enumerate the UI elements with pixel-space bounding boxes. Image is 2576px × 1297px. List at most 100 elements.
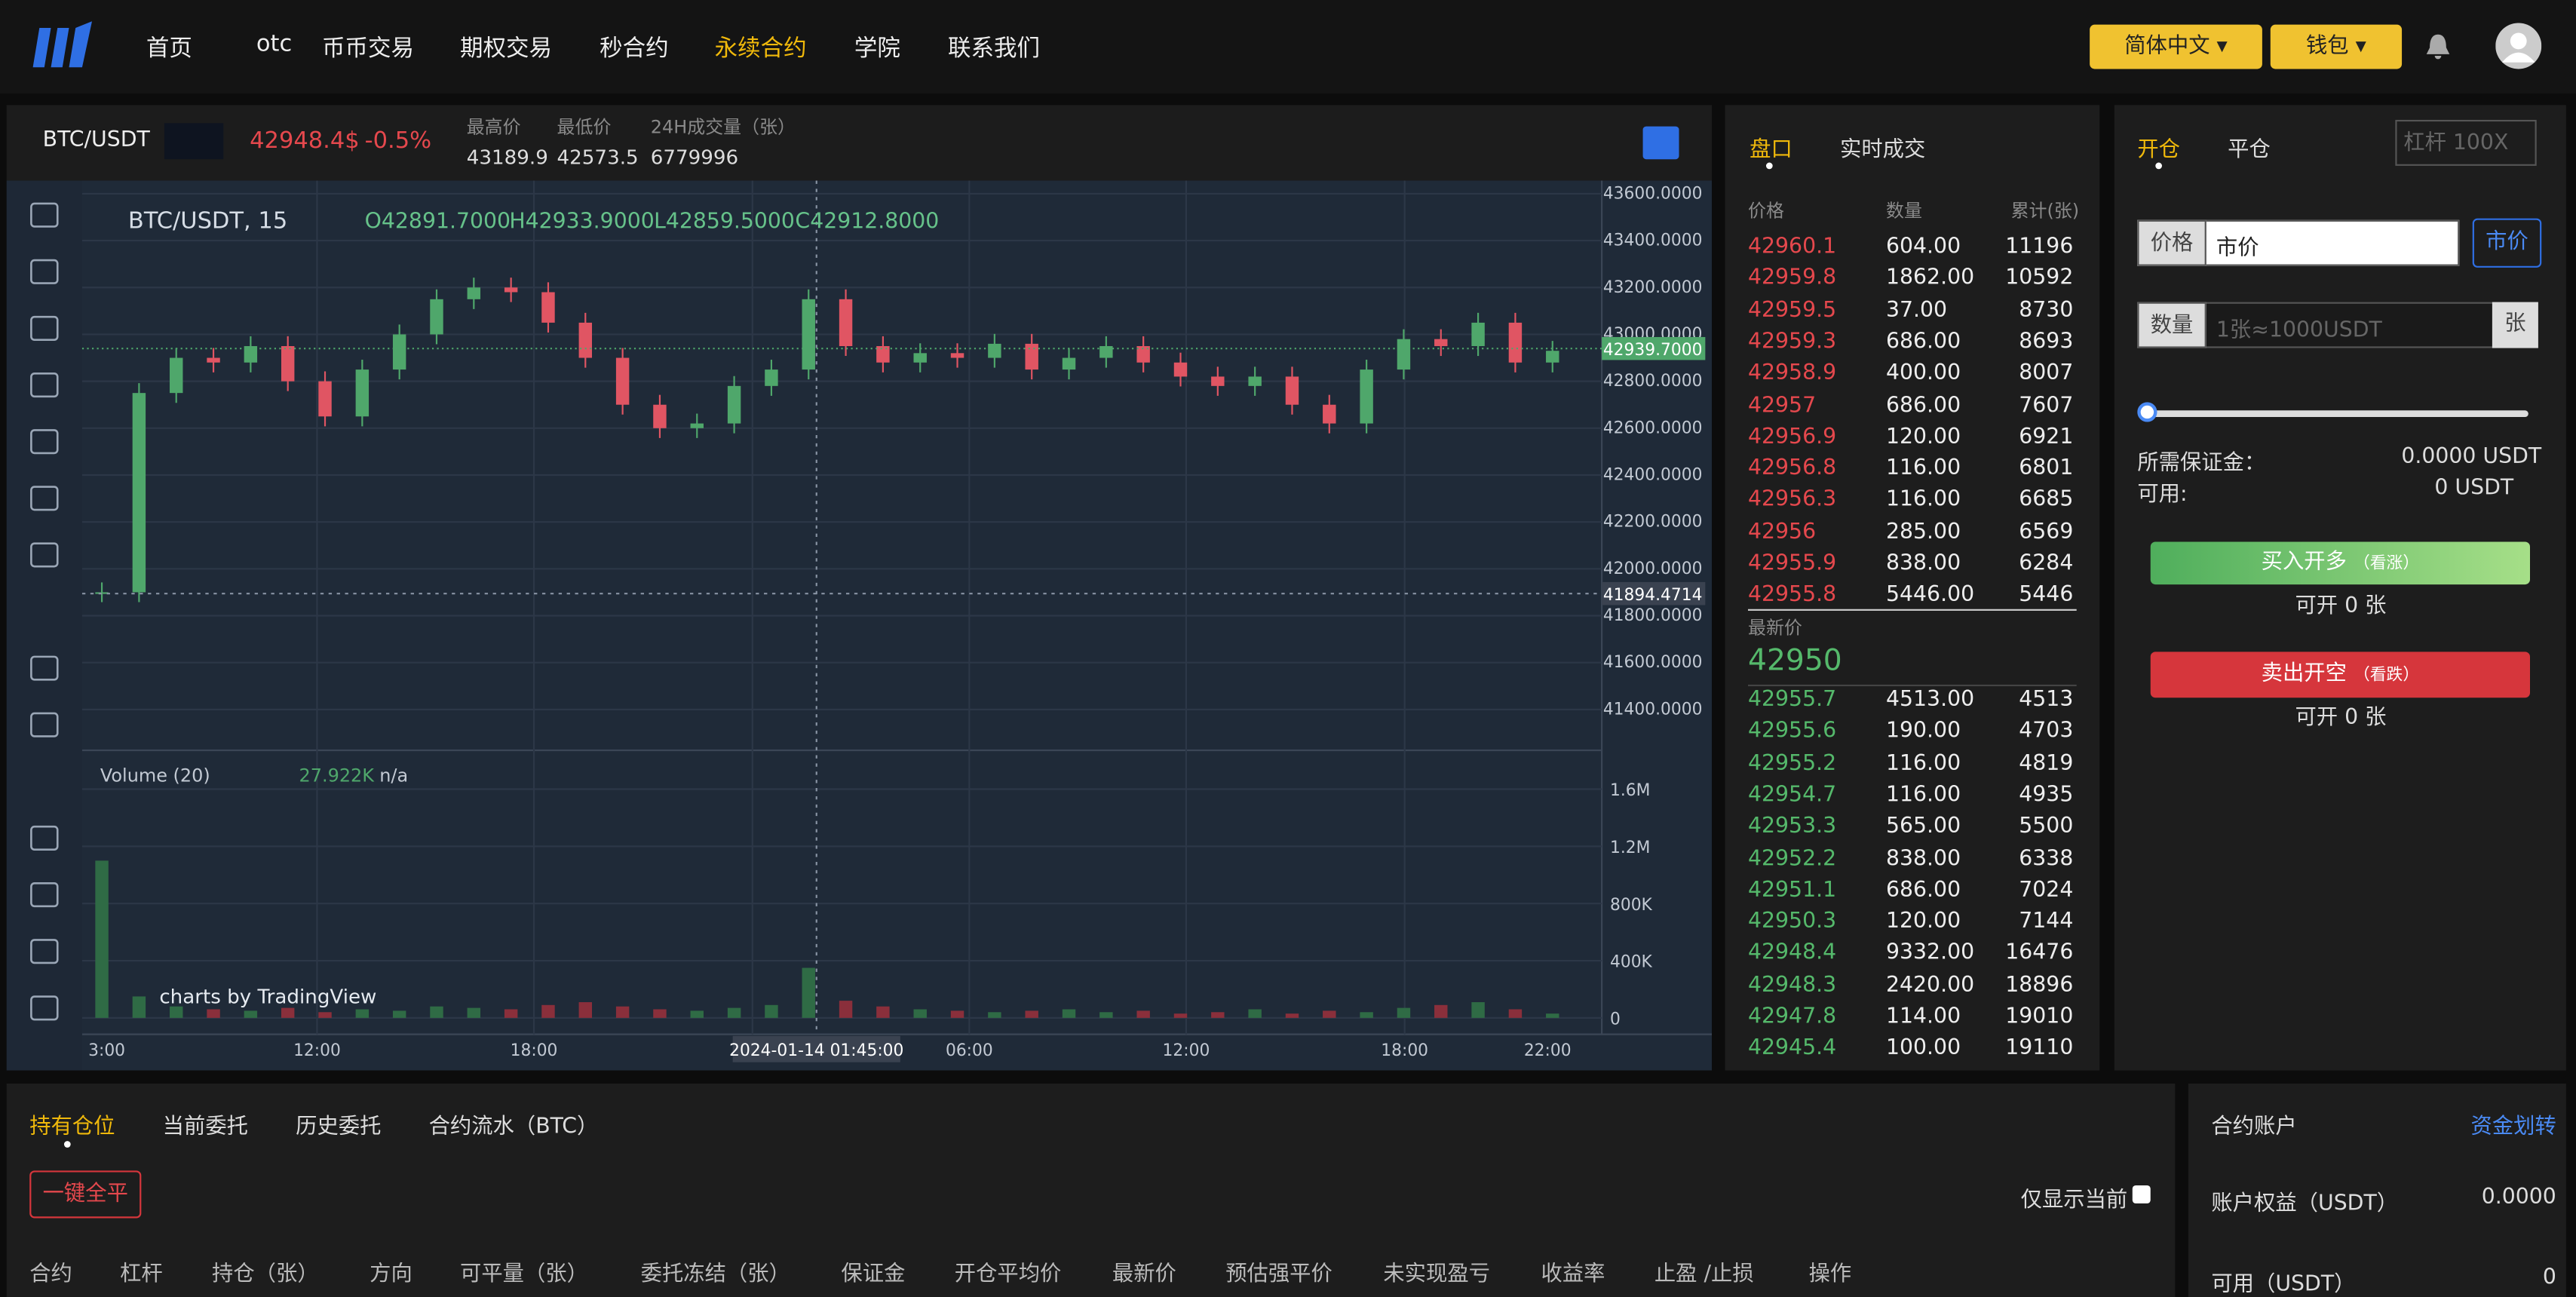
volume-bar <box>653 1009 667 1018</box>
book-cell: 42959.8 <box>1747 266 1837 292</box>
volume-tick-label: 800K <box>1610 896 1653 915</box>
avail: 0 <box>2542 1265 2556 1291</box>
buy-button[interactable]: 买入开多 （看涨） <box>2150 541 2530 585</box>
tool-icon <box>30 486 59 511</box>
nav-item[interactable]: 首页 <box>146 35 192 63</box>
book-cell: 8730 <box>2019 298 2074 323</box>
book-cell: 114.00 <box>1885 1004 1961 1030</box>
candle <box>765 369 778 386</box>
nav-item[interactable]: 期权交易 <box>459 35 552 63</box>
tool-icon <box>30 542 59 568</box>
candle <box>1136 345 1150 363</box>
nav-item[interactable]: 秒合约 <box>600 35 669 63</box>
market-button[interactable]: 市价 <box>2472 218 2542 268</box>
book-cell: 42959.3 <box>1747 330 1837 355</box>
book-cell: 6921 <box>2019 425 2074 450</box>
column-header: 持仓（张） <box>212 1262 319 1287</box>
tab[interactable]: 开仓 <box>2137 137 2180 163</box>
column-header: 操作 <box>1808 1262 1852 1287</box>
latest-price: 42950 <box>1747 643 1842 679</box>
logo[interactable] <box>32 21 92 70</box>
volume-bar <box>1248 1009 1262 1018</box>
bell-icon[interactable] <box>2425 33 2452 63</box>
candle <box>392 334 406 370</box>
tab[interactable]: 实时成交 <box>1839 137 1926 163</box>
ticker-bar: BTC/USDT 42948.4$ -0.5% 最高价 43189.9 最低价 … <box>6 105 1713 181</box>
slider-handle[interactable] <box>2137 402 2157 422</box>
avatar[interactable] <box>2495 23 2542 69</box>
pair-select[interactable] <box>164 123 224 160</box>
x-tick-label: 12:00 <box>1163 1041 1210 1060</box>
volume-tick-label: 1.2M <box>1610 839 1650 857</box>
transfer-link[interactable]: 资金划转 <box>2470 1115 2556 1139</box>
volume-bar <box>467 1007 481 1018</box>
tool-icon <box>30 882 59 908</box>
book-cell: 4513.00 <box>1885 688 1975 713</box>
book-cell: 42948.4 <box>1747 941 1837 967</box>
column-header: 合约 <box>29 1262 72 1287</box>
nav-item[interactable]: 币币交易 <box>321 35 414 63</box>
book-cell: 686.00 <box>1885 393 1961 419</box>
sell-button[interactable]: 卖出开空 （看跌） <box>2150 652 2530 698</box>
volume: 6779996 <box>650 146 739 170</box>
nav-item[interactable]: otc <box>256 31 293 58</box>
x-tick-label: 22:00 <box>1524 1041 1572 1060</box>
volume-value: 27.922K <box>299 765 375 786</box>
book-cell: 42945.4 <box>1747 1036 1837 1062</box>
volume-bar <box>541 1004 555 1018</box>
position-tab[interactable]: 当前委托 <box>162 1115 248 1139</box>
x-tick-label: 12:00 <box>293 1041 341 1060</box>
position-tab[interactable]: 持有仓位 <box>29 1115 115 1139</box>
tab-dot <box>63 1141 71 1148</box>
leverage-input[interactable]: 杠杆 100X <box>2395 119 2537 166</box>
candle <box>913 353 927 363</box>
column-header: 委托冻结（张） <box>640 1262 790 1287</box>
last-price-box <box>1602 336 1706 360</box>
tool-icon <box>30 939 59 964</box>
candle <box>1173 362 1188 377</box>
close-all-button[interactable]: 一键全平 <box>29 1170 142 1219</box>
nav-item[interactable]: 联系我们 <box>948 35 1041 63</box>
nav-item[interactable]: 学院 <box>854 35 900 63</box>
candle <box>1546 351 1559 363</box>
book-cell: 4935 <box>2019 783 2074 808</box>
volume-label: 24H成交量（张） <box>650 116 796 138</box>
column-header: 方向 <box>370 1262 412 1287</box>
slider-track[interactable] <box>2147 410 2528 418</box>
volume-bar <box>1211 1012 1225 1018</box>
tab[interactable]: 平仓 <box>2228 137 2271 163</box>
only-current-checkbox[interactable] <box>2132 1185 2151 1203</box>
ohlc: L42859.5000 <box>654 209 795 234</box>
volume-bar <box>913 1009 927 1018</box>
nav-item[interactable]: 永续合约 <box>714 35 807 63</box>
margin: 0.0000 USDT <box>2401 445 2542 470</box>
volume-bar <box>727 1007 741 1018</box>
book-cell: 5500 <box>2019 814 2074 839</box>
book-cell: 42956.3 <box>1747 488 1837 514</box>
tab[interactable]: 盘口 <box>1750 137 1792 163</box>
book-cell: 686.00 <box>1885 330 1961 355</box>
book-cell: 42956 <box>1747 520 1817 545</box>
positions-panel: 持有仓位 当前委托 历史委托 合约流水（BTC） 一键全平 仅显示当前 合约 杠杆 持仓（… <box>6 1083 2176 1297</box>
candle <box>430 299 443 335</box>
avail: 0 USDT <box>2434 476 2514 501</box>
candle <box>839 299 853 346</box>
position-tab[interactable]: 合约流水（BTC） <box>428 1115 599 1139</box>
language-button[interactable]: 简体中文 ▾ <box>2090 24 2262 69</box>
book-cell: 42954.7 <box>1747 783 1837 808</box>
wallet-button[interactable]: 钱包 ▾ <box>2270 24 2403 69</box>
volume-bar <box>318 1012 332 1018</box>
book-cell: 42960.1 <box>1747 235 1837 259</box>
candle <box>876 345 890 363</box>
fullscreen-button[interactable] <box>1642 126 1679 160</box>
pair: BTC/USDT <box>42 127 150 153</box>
change: -0.5% <box>364 127 432 155</box>
volume-bar <box>355 1009 370 1018</box>
margin-label: 所需保证金： <box>2137 451 2266 477</box>
book-cell: 42959.5 <box>1747 298 1837 323</box>
low: 42573.5 <box>557 146 639 170</box>
y-tick-label: 43200.0000 <box>1603 278 1703 297</box>
position-tab[interactable]: 历史委托 <box>296 1115 382 1139</box>
